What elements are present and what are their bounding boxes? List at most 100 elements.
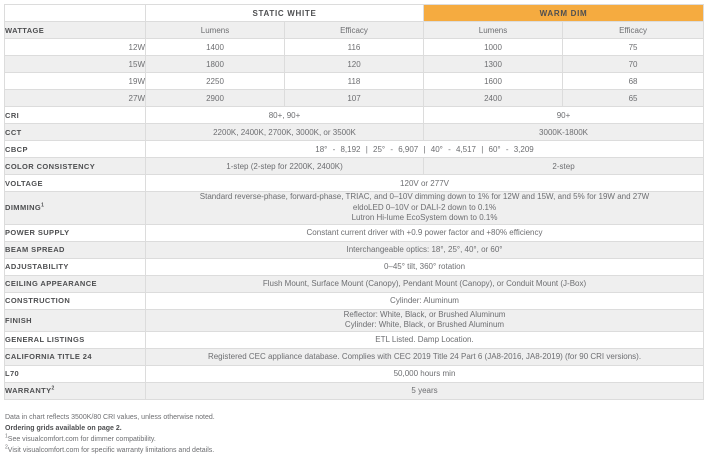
l70-row: L70 50,000 hours min — [4, 364, 705, 383]
row-label-voltage: VOLTAGE — [4, 174, 146, 192]
wd-efficacy-cell: 70 — [562, 55, 705, 73]
dimming-line: eldoLED 0–10V or DALI-2 down to 0.1% — [352, 202, 497, 212]
sw-lumens-cell: 1800 — [145, 55, 285, 73]
row-label-general-listings: GENERAL LISTINGS — [4, 330, 146, 349]
dimming-footnote-marker: 1 — [41, 202, 45, 209]
row-label-ceiling-appearance: CEILING APPEARANCE — [4, 274, 146, 293]
sw-lumens-cell: 2900 — [145, 89, 285, 107]
row-label-finish: FINISH — [4, 308, 146, 332]
dimming-line: Lutron Hi-lume EcoSystem down to 0.1% — [351, 213, 498, 222]
warranty-footnote-marker: 2 — [51, 385, 55, 392]
ceiling-appearance-row: CEILING APPEARANCE Flush Mount, Surface … — [4, 274, 705, 293]
footnote-ordering-grids: Ordering grids available on page 2. — [5, 424, 122, 432]
california-title-24-row: CALIFORNIA TITLE 24 Registered CEC appli… — [4, 347, 705, 366]
footnotes: Data in chart reflects 3500K/80 CRI valu… — [5, 412, 707, 456]
beam-spread-row: BEAM SPREAD Interchangeable optics: 18°,… — [4, 240, 705, 259]
row-label-construction: CONSTRUCTION — [4, 291, 146, 310]
adjustability-value-cell: 0–45° tilt, 360° rotation — [144, 257, 705, 276]
general-listings-row: GENERAL LISTINGS ETL Listed. Damp Locati… — [4, 330, 705, 349]
wd-efficacy-cell: 65 — [562, 89, 705, 107]
construction-row: CONSTRUCTION Cylinder: Aluminum — [4, 291, 705, 310]
sw-lumens-cell: 1400 — [145, 38, 285, 56]
wattage-row-12w: 12W 1400 116 1000 75 — [4, 38, 705, 56]
wattage-row-15w: 15W 1800 120 1300 70 — [4, 55, 705, 73]
row-label-beam-spread: BEAM SPREAD — [4, 240, 146, 259]
cri-row: CRI 80+, 90+ 90+ — [4, 106, 705, 124]
row-label-power-supply: POWER SUPPLY — [4, 223, 146, 242]
row-label-wattage: WATTAGE — [4, 21, 146, 39]
voltage-value-cell: 120V or 277V — [144, 174, 705, 192]
footnote-marker-1: 1 — [5, 433, 8, 440]
row-label-california-title-24: CALIFORNIA TITLE 24 — [4, 347, 146, 366]
warranty-value-cell: 5 years — [144, 381, 705, 400]
l70-value-cell: 50,000 hours min — [144, 364, 705, 383]
finish-row: FINISH Reflector: White, Black, or Brush… — [4, 308, 705, 332]
color-consistency-warm-dim-cell: 2-step — [423, 157, 705, 175]
power-supply-row: POWER SUPPLY Constant current driver wit… — [4, 223, 705, 242]
cbcp-row: CBCP 18° - 8,192 | 25° - 6,907 | 40° - 4… — [4, 140, 705, 158]
wattage-cell: 12W — [4, 38, 146, 56]
sw-efficacy-cell: 116 — [283, 38, 425, 56]
wattage-cell: 15W — [4, 55, 146, 73]
warm-dim-header: WARM DIM — [423, 4, 705, 22]
finish-line: Reflector: White, Black, or Brushed Alum… — [343, 309, 506, 319]
sw-efficacy-cell: 107 — [283, 89, 425, 107]
group-header-spacer-cell — [4, 4, 146, 22]
general-listings-value-cell: ETL Listed. Damp Location. — [144, 330, 705, 349]
footnote-dimmer-compatibility: 1See visualcomfort.com for dimmer compat… — [5, 433, 156, 443]
footnote-data-basis: Data in chart reflects 3500K/80 CRI valu… — [5, 413, 215, 421]
wd-efficacy-cell: 75 — [562, 38, 705, 56]
wattage-cell: 19W — [4, 72, 146, 90]
adjustability-row: ADJUSTABILITY 0–45° tilt, 360° rotation — [4, 257, 705, 276]
sw-efficacy-cell: 120 — [283, 55, 425, 73]
sw-lumens-cell: 2250 — [145, 72, 285, 90]
group-header-row: STATIC WHITE WARM DIM — [4, 4, 705, 22]
row-label-cct: CCT — [4, 123, 146, 141]
wd-lumens-cell: 2400 — [423, 89, 564, 107]
row-label-l70: L70 — [4, 364, 146, 383]
footnote-warranty-details: 2Visit visualcomfort.com for specific wa… — [5, 444, 215, 454]
wattage-row-27w: 27W 2900 107 2400 65 — [4, 89, 705, 107]
cri-static-white-cell: 80+, 90+ — [144, 106, 425, 124]
col-header-sw-efficacy: Efficacy — [283, 21, 425, 39]
row-label-warranty: WARRANTY2 — [4, 381, 146, 400]
finish-value-cell: Reflector: White, Black, or Brushed Alum… — [144, 308, 705, 332]
row-label-cri: CRI — [4, 106, 146, 124]
wd-lumens-cell: 1600 — [423, 72, 564, 90]
wattage-row-19w: 19W 2250 118 1600 68 — [4, 72, 705, 90]
cbcp-value-cell: 18° - 8,192 | 25° - 6,907 | 40° - 4,517 … — [144, 140, 705, 158]
col-header-wd-lumens: Lumens — [423, 21, 564, 39]
color-consistency-static-white-cell: 1-step (2-step for 2200K, 2400K) — [144, 157, 425, 175]
dimming-value-cell: Standard reverse-phase, forward-phase, T… — [144, 191, 705, 225]
col-header-wd-efficacy: Efficacy — [562, 21, 705, 39]
dimming-row: DIMMING1 Standard reverse-phase, forward… — [4, 191, 705, 225]
finish-line: Cylinder: White, Black, or Brushed Alumi… — [344, 320, 505, 329]
cri-warm-dim-cell: 90+ — [423, 106, 705, 124]
ceiling-appearance-value-cell: Flush Mount, Surface Mount (Canopy), Pen… — [144, 274, 705, 293]
spec-table: STATIC WHITE WARM DIM WATTAGE Lumens Eff… — [4, 4, 705, 400]
wattage-header-row: WATTAGE Lumens Efficacy Lumens Efficacy — [4, 21, 705, 39]
color-consistency-row: COLOR CONSISTENCY 1-step (2-step for 220… — [4, 157, 705, 175]
sw-efficacy-cell: 118 — [283, 72, 425, 90]
row-label-cbcp: CBCP — [4, 140, 146, 158]
dimming-line: Standard reverse-phase, forward-phase, T… — [199, 192, 650, 201]
cct-static-white-cell: 2200K, 2400K, 2700K, 3000K, or 3500K — [144, 123, 425, 141]
wd-lumens-cell: 1300 — [423, 55, 564, 73]
row-label-adjustability: ADJUSTABILITY — [4, 257, 146, 276]
footnote-marker-2: 2 — [5, 444, 8, 451]
cct-warm-dim-cell: 3000K-1800K — [423, 123, 705, 141]
cct-row: CCT 2200K, 2400K, 2700K, 3000K, or 3500K… — [4, 123, 705, 141]
warranty-row: WARRANTY2 5 years — [4, 381, 705, 400]
wd-lumens-cell: 1000 — [423, 38, 564, 56]
wd-efficacy-cell: 68 — [562, 72, 705, 90]
col-header-sw-lumens: Lumens — [145, 21, 285, 39]
beam-spread-value-cell: Interchangeable optics: 18°, 25°, 40°, o… — [144, 240, 705, 259]
row-label-color-consistency: COLOR CONSISTENCY — [4, 157, 146, 175]
voltage-row: VOLTAGE 120V or 277V — [4, 174, 705, 192]
wattage-cell: 27W — [4, 89, 146, 107]
california-title-24-value-cell: Registered CEC appliance database. Compl… — [144, 347, 705, 366]
row-label-dimming: DIMMING1 — [4, 191, 146, 225]
power-supply-value-cell: Constant current driver with +0.9 power … — [144, 223, 705, 242]
static-white-header: STATIC WHITE — [144, 4, 425, 22]
construction-value-cell: Cylinder: Aluminum — [144, 291, 705, 310]
